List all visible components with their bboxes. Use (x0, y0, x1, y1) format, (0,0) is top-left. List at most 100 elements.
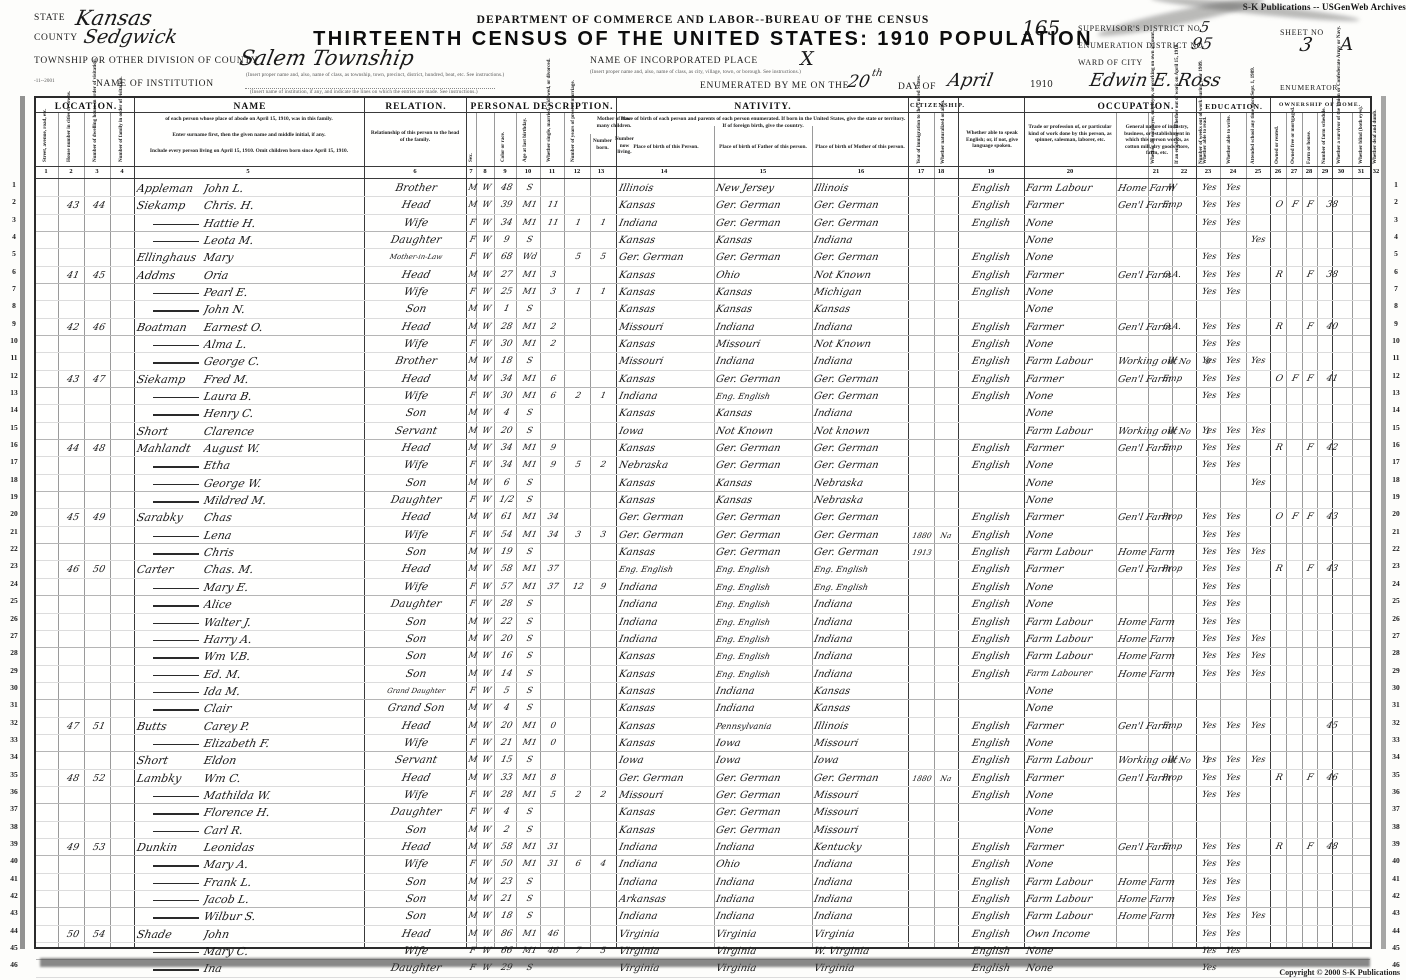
out-of-work: No (1178, 426, 1192, 436)
able-to-write: Yes (1224, 252, 1242, 263)
age: 50 (499, 859, 514, 870)
birthplace-person: Kansas (617, 373, 657, 385)
relation: Head (400, 840, 432, 853)
years-married: 9 (549, 460, 557, 471)
given-name: Leonidas (202, 840, 256, 854)
language: English (970, 183, 1012, 194)
farm-schedule-number: 38 (1325, 200, 1339, 211)
dwelling-number: 45 (65, 512, 81, 524)
ditto-mark (153, 553, 199, 555)
given-name: Etha (202, 459, 232, 473)
birthplace-mother: Not Known (812, 269, 873, 281)
ditto-mark (153, 483, 199, 486)
header-blind: Whether blind (both eyes). (1358, 106, 1364, 164)
given-name: Jacob L. (202, 892, 251, 906)
col-divider (58, 112, 59, 947)
years-married: 31 (546, 859, 560, 870)
farm-schedule-number: 38 (1325, 269, 1339, 280)
marital-status: S (525, 495, 534, 506)
col-divider (1220, 112, 1221, 947)
years-married: 9 (549, 443, 557, 454)
col-divider (1302, 112, 1303, 947)
birthplace-mother: Eng. English (813, 581, 870, 592)
family-number: 45 (91, 269, 107, 281)
occupation-trade: None (1024, 685, 1055, 697)
row-separator (36, 283, 1370, 285)
farm-schedule-number: 46 (1325, 772, 1339, 783)
years-married: 0 (549, 720, 557, 731)
occupation-trade: None (1024, 217, 1055, 229)
line-number-right: 38 (1392, 821, 1400, 831)
children-born: 5 (574, 252, 582, 263)
able-to-write: Yes (1224, 287, 1242, 298)
line-number-left: 40 (10, 856, 18, 866)
years-married: 37 (546, 581, 560, 592)
line-number-left: 43 (10, 908, 18, 918)
race: W (481, 408, 493, 419)
years-married: 2 (549, 321, 557, 332)
able-to-write: Yes (1224, 755, 1242, 766)
occupation-trade: Farmer (1024, 443, 1065, 455)
marital-status: S (525, 356, 534, 367)
col-divider (494, 112, 495, 947)
birthplace-mother: Ger. German (812, 391, 880, 403)
occupation-trade: None (1024, 477, 1055, 489)
column-number: 22 (1180, 168, 1188, 175)
col-border (134, 98, 135, 947)
dwelling-number: 49 (65, 841, 81, 853)
line-number-right: 44 (1392, 925, 1400, 935)
birthplace-father: Kansas (714, 495, 754, 507)
occupation-trade: None (1024, 529, 1055, 541)
line-number-left: 23 (10, 561, 18, 571)
row-separator (36, 525, 1370, 527)
dwelling-number: 50 (65, 928, 81, 940)
able-to-read: Yes (1200, 772, 1218, 783)
attended-school: Yes (1249, 755, 1267, 766)
given-name: Oria (202, 268, 230, 282)
race: W (481, 737, 493, 748)
language: English (970, 633, 1012, 645)
race: W (481, 304, 493, 315)
race: W (481, 599, 493, 610)
line-number-right: 2 (1394, 197, 1398, 207)
line-number-left: 15 (10, 422, 18, 432)
birthplace-father: Kansas (714, 235, 754, 247)
row-separator (36, 907, 1370, 909)
children-living: 4 (599, 859, 607, 870)
given-name: Alice (202, 598, 234, 612)
relation: Son (404, 407, 428, 420)
row-separator (36, 595, 1370, 597)
occupation-industry: Home Farm (1116, 547, 1176, 559)
marital-status: S (525, 911, 534, 922)
occupation-trade: Farmer (1024, 373, 1065, 385)
birthplace-person: Kansas (617, 287, 657, 299)
line-number-right: 16 (1392, 440, 1400, 450)
ditto-mark (153, 917, 199, 919)
surname: Appleman (135, 182, 195, 195)
race: W (481, 547, 493, 558)
line-number-left: 8 (12, 301, 16, 311)
language: English (970, 789, 1012, 801)
line-number-right: 9 (1394, 318, 1398, 328)
race: W (481, 789, 493, 800)
line-number-right: 22 (1392, 544, 1400, 554)
column-number: 23 (1204, 168, 1212, 175)
able-to-write: Yes (1224, 217, 1242, 228)
header-color: Color or race. (500, 131, 506, 162)
birthplace-father: Virginia (714, 928, 758, 940)
marital-status: S (525, 408, 534, 419)
attended-school: Yes (1249, 668, 1267, 679)
children-living: 5 (599, 945, 607, 956)
given-name: Walter J. (202, 615, 253, 629)
birthplace-father: Ger. German (714, 807, 782, 819)
able-to-read: Yes (1200, 460, 1218, 471)
attended-school: Yes (1249, 477, 1267, 488)
able-to-read: Yes (1200, 893, 1218, 904)
race: W (481, 893, 493, 904)
line-number-right: 45 (1392, 942, 1400, 952)
birthplace-father: Eng. English (715, 599, 772, 610)
birthplace-mother: Eng. English (813, 564, 870, 575)
race: W (481, 876, 493, 887)
language: English (970, 269, 1012, 281)
language: English (970, 859, 1012, 871)
